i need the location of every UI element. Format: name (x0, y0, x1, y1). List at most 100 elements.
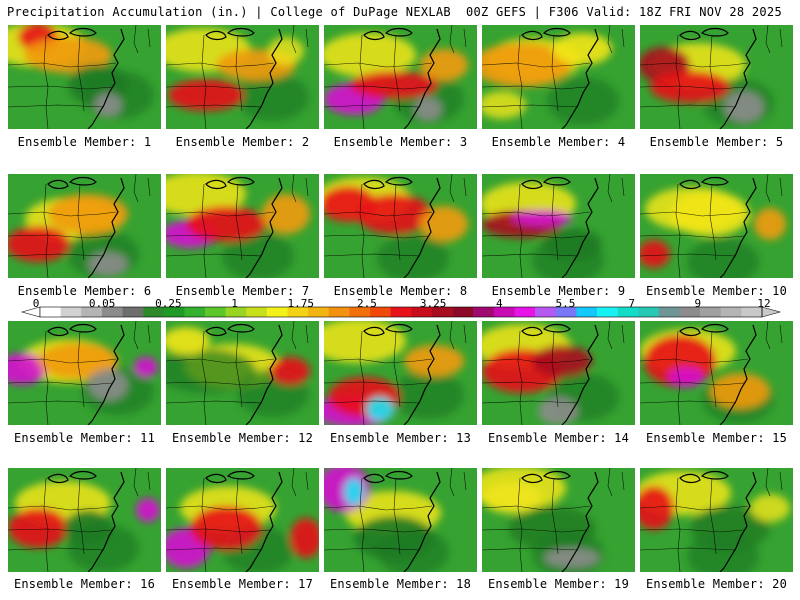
colorbar-tick-label: 5.5 (555, 297, 576, 310)
ensemble-map-panel (166, 468, 319, 572)
ensemble-member-label: Ensemble Member: 9 (491, 284, 626, 298)
colorbar-segment (679, 307, 701, 317)
ensemble-member-label: Ensemble Member: 16 (13, 577, 156, 591)
ensemble-map-panel (8, 468, 161, 572)
ensemble-map-panel (8, 25, 161, 129)
precipitation-map (8, 468, 161, 572)
colorbar-segment (308, 307, 330, 317)
ensemble-member-label: Ensemble Member: 14 (487, 431, 630, 445)
model-run-info: 00Z GEFS | F306 Valid: 18Z FRI NOV 28 20… (465, 5, 782, 19)
ensemble-map-panel (482, 468, 635, 572)
ensemble-map-panel (640, 468, 793, 572)
ensemble-member-label: Ensemble Member: 15 (645, 431, 788, 445)
colorbar-segment (411, 307, 433, 317)
colorbar-segment (370, 307, 391, 317)
colorbar-segment (205, 307, 226, 317)
precipitation-colorbar (20, 306, 782, 318)
colorbar-segment (638, 307, 660, 317)
precipitation-map (324, 468, 477, 572)
colorbar-segment (184, 307, 206, 317)
colorbar-segment (122, 307, 144, 317)
precipitation-map (166, 25, 319, 129)
colorbar-segment (101, 307, 123, 317)
colorbar-segment (535, 307, 557, 317)
ensemble-map-panel (640, 174, 793, 278)
precipitation-map (640, 174, 793, 278)
ensemble-map-panel (482, 321, 635, 425)
colorbar-segment (225, 307, 247, 317)
colorbar-segment (617, 307, 639, 317)
precipitation-map (166, 321, 319, 425)
ensemble-member-label: Ensemble Member: 1 (17, 135, 152, 149)
ensemble-member-label: Ensemble Member: 17 (171, 577, 314, 591)
precipitation-map (8, 174, 161, 278)
ensemble-member-label: Ensemble Member: 4 (491, 135, 626, 149)
ensemble-member-label: Ensemble Member: 20 (645, 577, 788, 591)
colorbar-tick-label: 1 (231, 297, 238, 310)
ensemble-member-label: Ensemble Member: 19 (487, 577, 630, 591)
colorbar-tick-label: 2.5 (356, 297, 377, 310)
precipitation-map (324, 174, 477, 278)
colorbar-segment (473, 307, 495, 317)
precipitation-map (482, 468, 635, 572)
colorbar-segment (81, 307, 103, 317)
colorbar-segment (658, 307, 680, 317)
colorbar-segment (60, 307, 82, 317)
ensemble-map-panel (166, 25, 319, 129)
precipitation-map (482, 25, 635, 129)
ensemble-map-panel (324, 25, 477, 129)
ensemble-member-label: Ensemble Member: 8 (333, 284, 468, 298)
colorbar-segment (431, 307, 453, 317)
colorbar-tick-label: 12 (757, 297, 771, 310)
colorbar-tick-label: 4 (495, 297, 503, 310)
colorbar-segment (493, 307, 515, 317)
colorbar-tick-label: 0 (32, 297, 40, 310)
precipitation-map (482, 174, 635, 278)
ensemble-member-label: Ensemble Member: 5 (649, 135, 784, 149)
colorbar-segment (576, 307, 598, 317)
ensemble-map-panel (482, 174, 635, 278)
ensemble-member-label: Ensemble Member: 7 (175, 284, 310, 298)
ensemble-member-label: Ensemble Member: 13 (329, 431, 472, 445)
colorbar-segment (287, 307, 309, 317)
ensemble-map-panel (640, 25, 793, 129)
colorbar-segment (143, 307, 165, 317)
ensemble-member-label: Ensemble Member: 2 (175, 135, 310, 149)
ensemble-map-panel (8, 321, 161, 425)
ensemble-map-panel (482, 25, 635, 129)
precipitation-map (166, 468, 319, 572)
colorbar-segment (514, 307, 536, 317)
map-title: Precipitation Accumulation (in.) | Colle… (7, 5, 451, 19)
colorbar-tick-label: 3.25 (419, 297, 447, 310)
colorbar-segment (596, 307, 618, 317)
colorbar-segment (266, 307, 288, 317)
colorbar-tick-label: 0.05 (88, 297, 116, 310)
colorbar-segment (246, 307, 268, 317)
colorbar-segment (328, 307, 350, 317)
colorbar-segment (163, 307, 185, 317)
ensemble-map-panel (640, 321, 793, 425)
colorbar-segment (555, 307, 577, 317)
ensemble-map-panel (166, 174, 319, 278)
colorbar-segment (741, 307, 763, 317)
colorbar-segment (452, 307, 474, 317)
colorbar-tick-label: 0.25 (155, 297, 182, 310)
precipitation-map (640, 321, 793, 425)
colorbar-segment (720, 307, 742, 317)
colorbar-segment (390, 307, 412, 317)
precipitation-map (8, 321, 161, 425)
precipitation-map (324, 25, 477, 129)
ensemble-map-panel (324, 468, 477, 572)
ensemble-member-label: Ensemble Member: 3 (333, 135, 468, 149)
ensemble-member-label: Ensemble Member: 18 (329, 577, 472, 591)
precipitation-map (640, 25, 793, 129)
precipitation-map (324, 321, 477, 425)
ensemble-member-label: Ensemble Member: 12 (171, 431, 314, 445)
colorbar-tick-label: 9 (694, 297, 702, 310)
ensemble-member-label: Ensemble Member: 6 (17, 284, 152, 298)
ensemble-map-panel (166, 321, 319, 425)
colorbar-tick-label: 1.75 (287, 297, 314, 310)
colorbar-segment (700, 307, 722, 317)
ensemble-member-label: Ensemble Member: 10 (645, 284, 788, 298)
precipitation-map (482, 321, 635, 425)
